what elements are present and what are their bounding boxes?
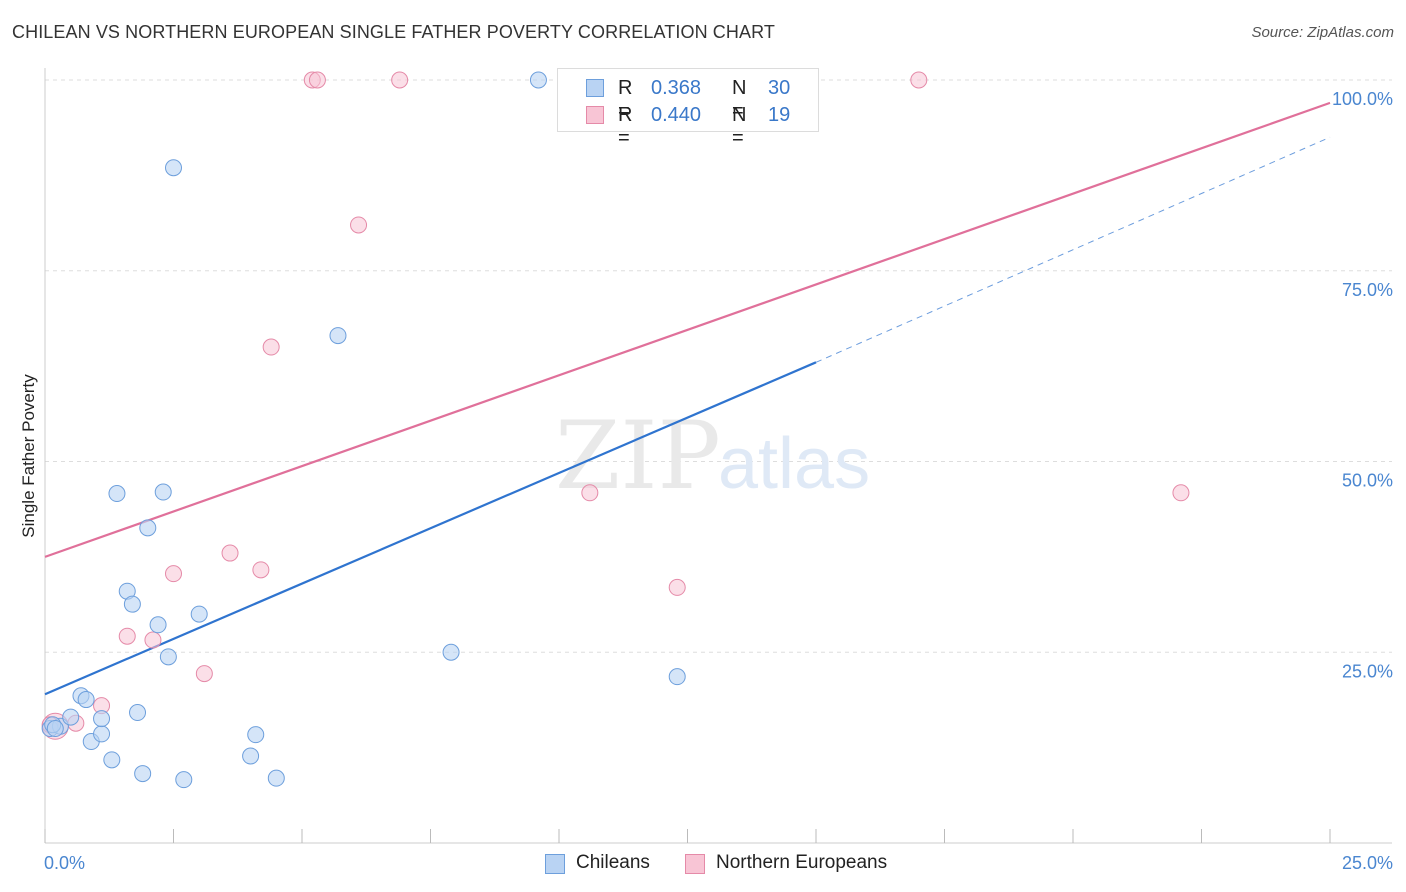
northern-europeans-point bbox=[118, 627, 136, 645]
chileans-point bbox=[129, 704, 147, 722]
northern-europeans-point bbox=[581, 484, 599, 502]
chileans-point bbox=[93, 710, 111, 728]
r-label: R = bbox=[618, 104, 633, 149]
northern-europeans-point bbox=[195, 665, 213, 683]
chileans-point bbox=[442, 643, 460, 661]
r-label: R = bbox=[618, 77, 633, 122]
chileans-point bbox=[103, 751, 121, 769]
northern-europeans-legend-label: Northern Europeans bbox=[716, 852, 888, 873]
axis-layer bbox=[44, 68, 1392, 844]
chileans-point bbox=[242, 747, 260, 765]
correlation-legend: R = 0.368 N = 30 R = 0.440 N = 19 bbox=[557, 68, 819, 149]
n-value: 19 bbox=[768, 104, 791, 126]
chileans-point bbox=[62, 708, 80, 726]
chileans-point bbox=[149, 616, 167, 634]
watermark-zip: ZIP bbox=[555, 402, 721, 511]
y-tick-label: 50.0% bbox=[1342, 471, 1393, 491]
x-tick-label-min: 0.0% bbox=[44, 853, 85, 873]
northern-europeans-point bbox=[308, 71, 326, 89]
y-tick-label: 75.0% bbox=[1342, 280, 1393, 300]
watermark-atlas: atlas bbox=[718, 424, 870, 504]
chileans-point bbox=[190, 605, 208, 623]
northern-europeans-point bbox=[668, 578, 686, 596]
chileans-point bbox=[175, 771, 193, 789]
northern-europeans-point bbox=[262, 338, 280, 356]
y-tick-label: 25.0% bbox=[1342, 661, 1393, 681]
northern-europeans-point bbox=[144, 631, 162, 649]
chileans-point bbox=[123, 595, 141, 613]
northern-europeans-point bbox=[1172, 484, 1190, 502]
chileans-point bbox=[108, 485, 126, 503]
northern-europeans-swatch bbox=[586, 106, 604, 124]
chileans-trend-line bbox=[44, 361, 817, 696]
chileans-point bbox=[134, 765, 152, 783]
northern-europeans-legend-swatch bbox=[685, 854, 705, 874]
chileans-legend-swatch bbox=[545, 854, 565, 874]
grid-layer bbox=[45, 79, 1392, 653]
chart-source: Source: ZipAtlas.com bbox=[1251, 24, 1394, 41]
northern-europeans-point bbox=[165, 565, 182, 583]
chileans-trend-extension bbox=[815, 136, 1331, 363]
chileans-point bbox=[139, 519, 157, 537]
northern-europeans-point bbox=[221, 544, 239, 562]
n-label: N = bbox=[732, 104, 747, 149]
r-value: 0.368 bbox=[651, 77, 702, 99]
chileans-point bbox=[329, 327, 347, 345]
chileans-swatch bbox=[586, 79, 604, 97]
northern-europeans-point bbox=[350, 216, 368, 234]
chileans-point bbox=[267, 769, 285, 787]
y-tick-label: 100.0% bbox=[1332, 89, 1393, 109]
northern-europeans-point bbox=[910, 71, 928, 89]
northern-europeans-trend-line bbox=[44, 101, 1331, 558]
y-axis-label: Single Father Poverty bbox=[19, 374, 38, 538]
northern-europeans-point bbox=[252, 561, 270, 579]
n-label: N = bbox=[732, 77, 747, 122]
r-value: 0.440 bbox=[651, 104, 702, 126]
chileans-point bbox=[159, 648, 177, 666]
y-tick-labels: 25.0% 50.0% 75.0% 100.0% bbox=[1332, 89, 1393, 681]
chart-title: CHILEAN VS NORTHERN EUROPEAN SINGLE FATH… bbox=[12, 22, 775, 42]
northern-europeans-point bbox=[391, 71, 409, 89]
chileans-point bbox=[154, 483, 172, 501]
chileans-legend-label: Chileans bbox=[576, 852, 650, 873]
chileans-point bbox=[93, 725, 111, 743]
chileans-point bbox=[668, 668, 686, 686]
chileans-point bbox=[529, 71, 547, 89]
trend-layer bbox=[44, 101, 1331, 696]
n-value: 30 bbox=[768, 77, 791, 99]
chileans-point bbox=[165, 159, 182, 177]
chileans-point bbox=[77, 691, 95, 709]
points-layer bbox=[41, 71, 1190, 789]
chileans-point bbox=[247, 726, 265, 744]
x-tick-label-max: 25.0% bbox=[1342, 853, 1393, 873]
chileans-point bbox=[46, 720, 64, 738]
